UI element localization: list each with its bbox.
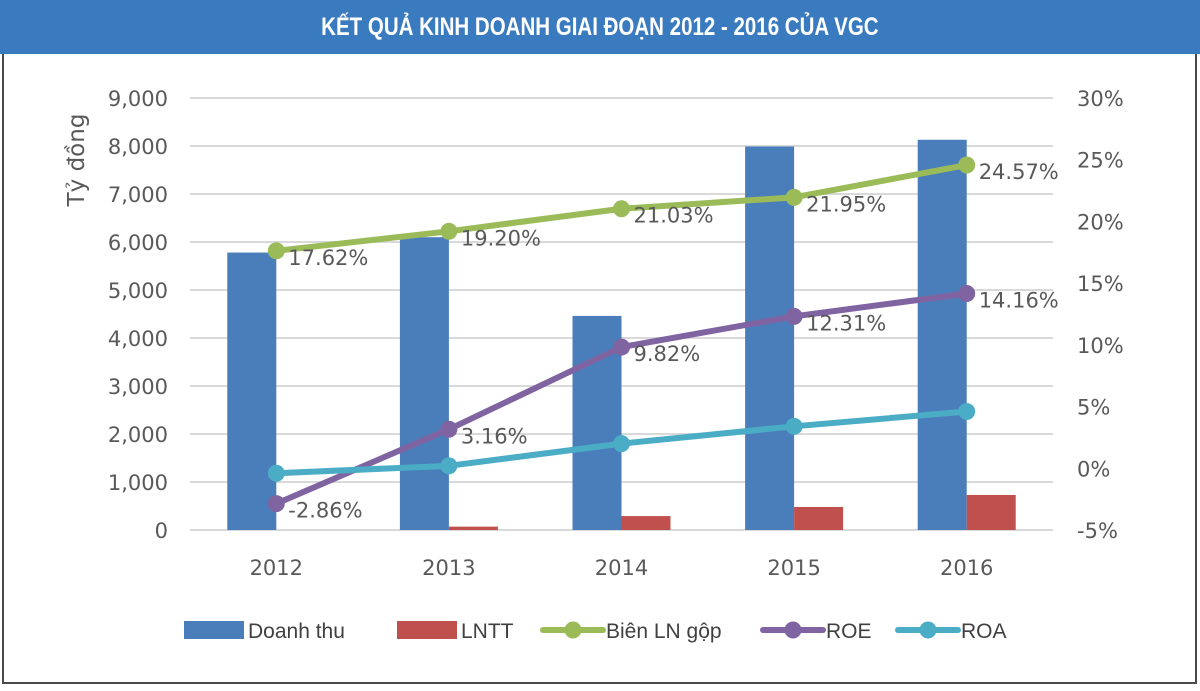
bars bbox=[227, 139, 1016, 531]
lines bbox=[267, 156, 976, 513]
legend-label: ROA bbox=[961, 620, 1007, 643]
marker-bien-ln-gop bbox=[267, 242, 285, 260]
y-left-tick-label: 7,000 bbox=[108, 183, 168, 207]
y-right-tick-label: 25% bbox=[1077, 149, 1124, 173]
data-label-roe: 9.82% bbox=[634, 342, 701, 366]
data-labels: 17.62% 19.20% 21.03% 21.95% 24.57% -2.86% 3.16… bbox=[288, 160, 1058, 523]
data-label-roe: -2.86% bbox=[288, 499, 362, 523]
bar-doanh-thu bbox=[917, 139, 967, 530]
legend-item: Doanh thu bbox=[184, 620, 345, 643]
marker-bien-ln-gop bbox=[785, 188, 803, 206]
y-right-tick-label: -5% bbox=[1077, 519, 1118, 543]
y-right-tick-label: 0% bbox=[1077, 457, 1110, 481]
y-right-tick-label: 5% bbox=[1077, 396, 1110, 420]
legend-label: Biên LN gộp bbox=[606, 620, 722, 643]
y-left-tick-label: 8,000 bbox=[108, 135, 168, 159]
legend-label: Doanh thu bbox=[248, 620, 345, 643]
legend-swatch-marker bbox=[564, 621, 582, 639]
data-label-bien-ln-gop: 19.20% bbox=[461, 226, 541, 250]
y-left-tick-label: 3,000 bbox=[108, 375, 168, 399]
y-left-tick-label: 6,000 bbox=[108, 231, 168, 255]
data-label-roe: 14.16% bbox=[979, 289, 1059, 313]
data-label-roe: 12.31% bbox=[806, 311, 886, 335]
legend-item: LNTT bbox=[397, 620, 514, 643]
title-bar: KẾT QUẢ KINH DOANH GIAI ĐOẠN 2012 - 2016… bbox=[0, 0, 1200, 54]
y-left-tick-label: 1,000 bbox=[108, 471, 168, 495]
y-axis-title: Tỷ đồng bbox=[64, 114, 90, 208]
bar-doanh-thu bbox=[745, 146, 795, 531]
marker-roa bbox=[267, 464, 285, 482]
legend-label: ROE bbox=[826, 620, 872, 643]
bar-lntt bbox=[794, 506, 844, 530]
legend-item: ROE bbox=[760, 620, 872, 643]
legend-swatch-marker bbox=[784, 621, 802, 639]
marker-roa bbox=[440, 457, 458, 475]
marker-roa bbox=[958, 403, 976, 421]
marker-roe bbox=[785, 307, 803, 325]
marker-roa bbox=[613, 435, 630, 453]
x-tick-label: 2016 bbox=[940, 556, 993, 580]
marker-roe bbox=[613, 338, 630, 356]
y-left-tick-label: 5,000 bbox=[108, 279, 168, 303]
y-left-tick-label: 0 bbox=[155, 519, 168, 543]
data-label-roe: 3.16% bbox=[461, 424, 528, 448]
bar-doanh-thu bbox=[399, 237, 449, 530]
marker-roa bbox=[785, 417, 803, 435]
marker-bien-ln-gop bbox=[613, 200, 630, 218]
x-tick-label: 2015 bbox=[767, 556, 820, 580]
y-left-tick-label: 4,000 bbox=[108, 327, 168, 351]
marker-roe bbox=[267, 495, 285, 513]
marker-bien-ln-gop bbox=[440, 222, 458, 240]
y-right-tick-label: 15% bbox=[1077, 272, 1124, 296]
legend-swatch-marker bbox=[919, 621, 937, 639]
legend-item: Biên LN gộp bbox=[540, 620, 722, 643]
data-label-bien-ln-gop: 21.95% bbox=[806, 192, 886, 216]
legend-swatch bbox=[397, 621, 457, 639]
x-tick-label: 2014 bbox=[595, 556, 648, 580]
y-right-tick-label: 30% bbox=[1077, 87, 1124, 111]
y-left-tick-label: 2,000 bbox=[108, 423, 168, 447]
chart-title: KẾT QUẢ KINH DOANH GIAI ĐOẠN 2012 - 2016… bbox=[321, 12, 879, 41]
axes: 0 1,000 2,000 3,000 4,000 5,000 6,000 7,000 8,00… bbox=[108, 87, 1124, 580]
data-label-bien-ln-gop: 24.57% bbox=[979, 160, 1059, 184]
data-label-bien-ln-gop: 21.03% bbox=[634, 204, 714, 228]
marker-bien-ln-gop bbox=[958, 156, 976, 174]
bar-lntt bbox=[966, 494, 1016, 530]
x-tick-label: 2012 bbox=[250, 556, 303, 580]
x-tick-label: 2013 bbox=[422, 556, 475, 580]
legend-item: ROA bbox=[895, 620, 1007, 643]
y-left-tick-label: 9,000 bbox=[108, 87, 168, 111]
legend-swatch bbox=[184, 621, 244, 639]
legend: Doanh thu LNTT Biên LN gộp ROE ROA bbox=[184, 620, 1007, 643]
y-right-tick-label: 20% bbox=[1077, 210, 1124, 234]
bar-lntt bbox=[448, 526, 498, 530]
y-right-tick-label: 10% bbox=[1077, 334, 1124, 358]
marker-roe bbox=[440, 420, 458, 438]
marker-roe bbox=[958, 285, 976, 303]
bar-doanh-thu bbox=[227, 252, 277, 530]
bar-lntt bbox=[621, 516, 671, 530]
data-label-bien-ln-gop: 17.62% bbox=[288, 246, 368, 270]
legend-label: LNTT bbox=[461, 620, 514, 643]
